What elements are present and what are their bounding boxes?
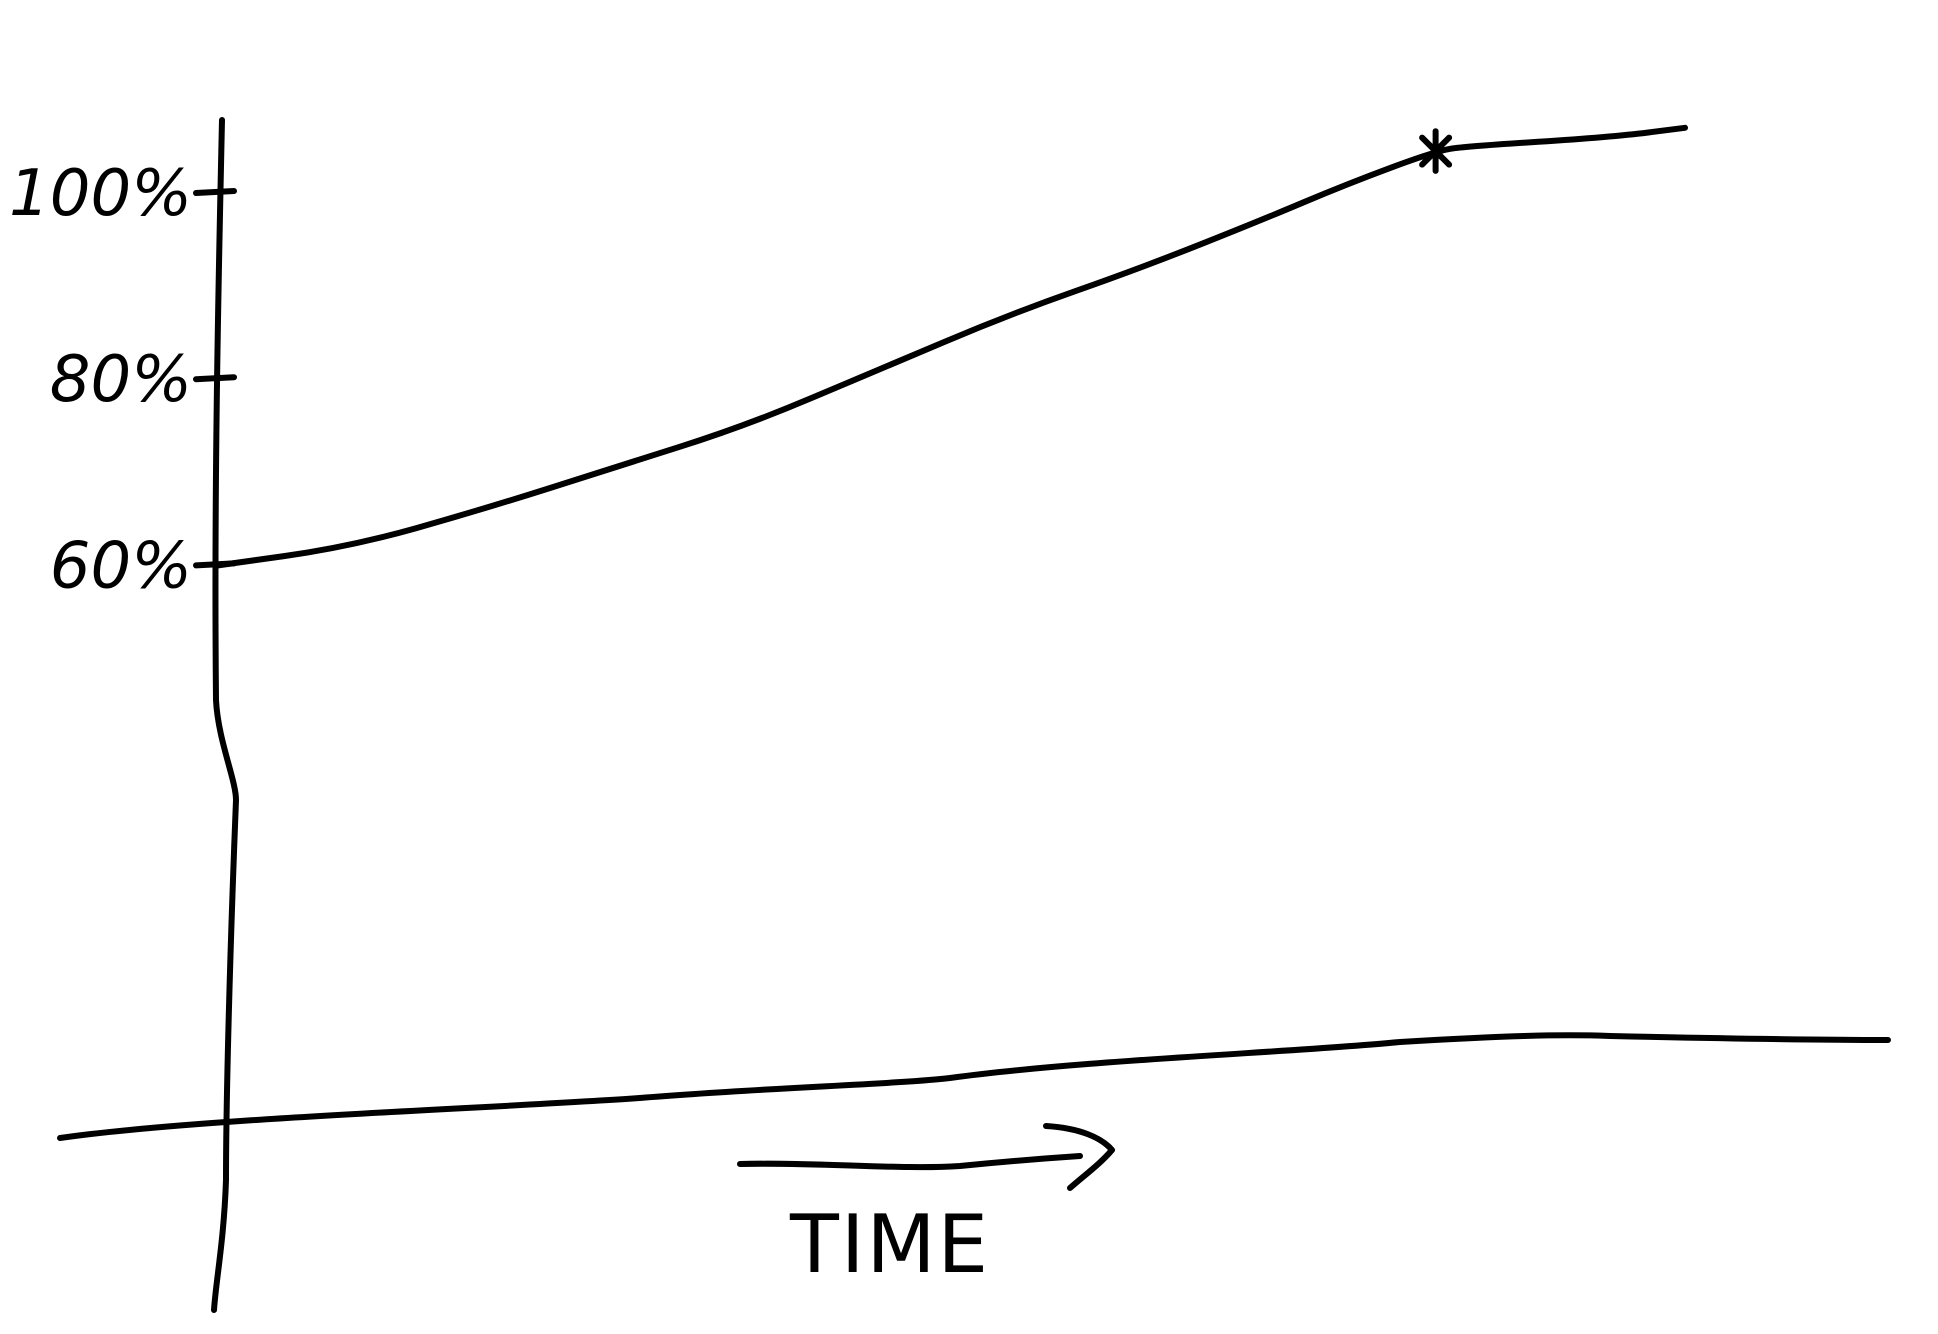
y-tick-mark — [193, 374, 237, 383]
series-line — [215, 124, 1688, 569]
y-tick-label: 80% — [50, 343, 192, 417]
y-ticks: 60% 80% 100% — [9, 157, 237, 603]
y-axis-line — [211, 117, 239, 1313]
y-tick-label: 100% — [9, 157, 192, 231]
y-tick-label: 60% — [50, 529, 192, 603]
y-tick-mark — [193, 188, 237, 196]
x-axis-arrow-head — [1043, 1123, 1115, 1191]
x-axis-line — [57, 1032, 1891, 1141]
x-axis-arrow-shaft — [737, 1153, 1083, 1171]
x-axis-title: TIME — [789, 1198, 990, 1291]
star-marker — [1419, 128, 1453, 174]
